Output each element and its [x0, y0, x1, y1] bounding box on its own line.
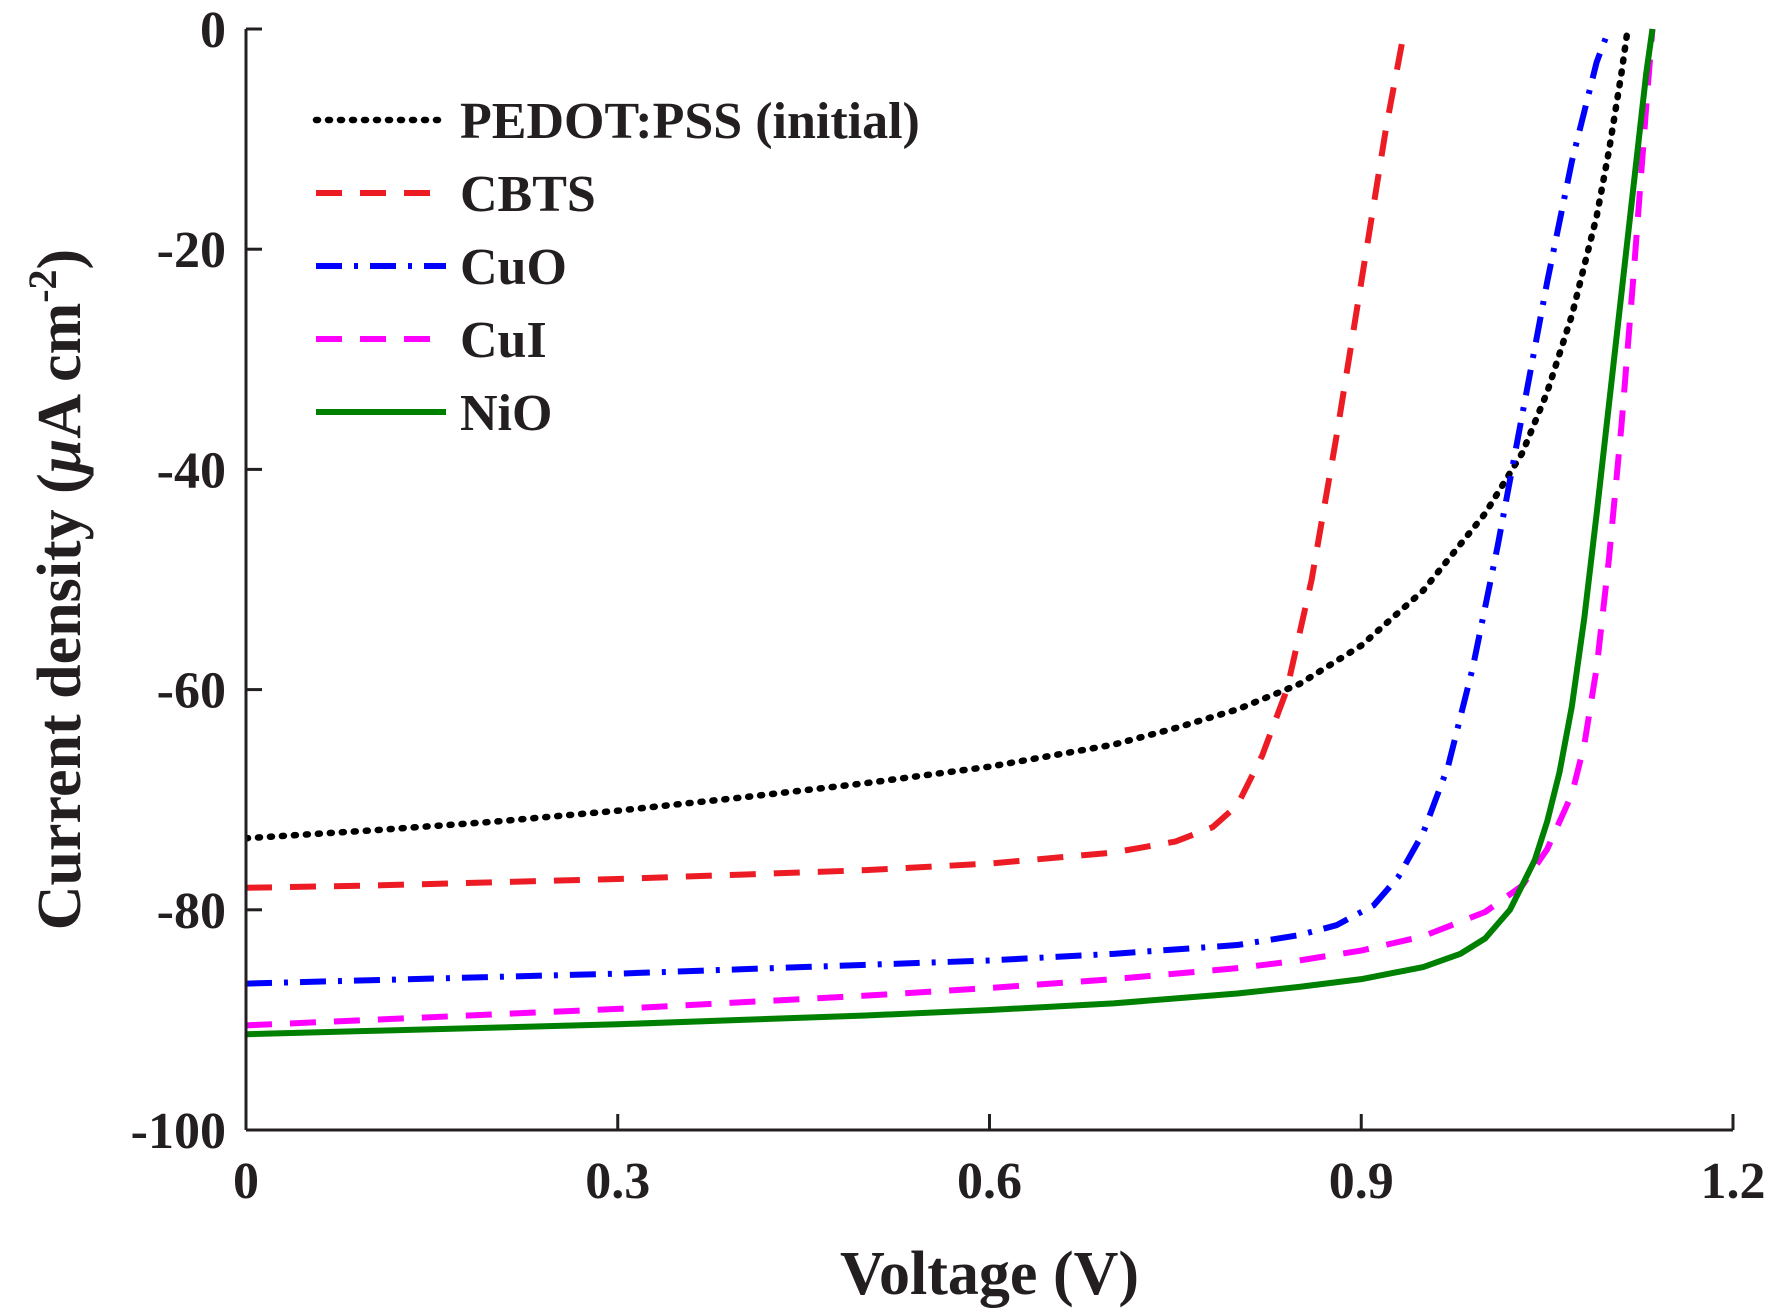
x-tick-label: 1.2	[1701, 1153, 1766, 1210]
y-tick-label: -100	[131, 1103, 226, 1160]
series-line-cbts	[246, 28, 1408, 891]
legend-label-nio: NiO	[460, 385, 552, 442]
y-tick-label: -20	[157, 222, 226, 279]
y-tick-label: -60	[157, 663, 226, 720]
y-axis-label-exponent: -2	[20, 269, 65, 302]
legend-label-cbts: CBTS	[460, 166, 596, 223]
x-tick-label: 0.3	[585, 1153, 650, 1210]
y-ticks: 0 -20 -40 -60 -80 -100	[131, 2, 262, 1160]
x-tick-label: 0.6	[957, 1153, 1022, 1210]
x-axis-label: Voltage (V)	[840, 1240, 1139, 1308]
legend-label-cuo: CuO	[460, 239, 567, 296]
y-axis-label-unit: A cm	[26, 303, 94, 439]
y-axis-label-prefix: Current density (	[26, 473, 94, 930]
x-ticks: 0 0.3 0.6 0.9 1.2	[233, 1114, 1766, 1210]
x-tick-label: 0	[233, 1153, 259, 1210]
y-axis-label-suffix: )	[26, 249, 94, 270]
legend: PEDOT:PSS (initial) CBTS CuO CuI NiO	[312, 93, 920, 442]
y-tick-label: 0	[200, 2, 226, 59]
legend-label-cui: CuI	[460, 312, 547, 369]
y-axis-label-mu: μ	[26, 439, 94, 476]
y-axis-label: Current density (μA cm-2)	[20, 249, 94, 930]
legend-label-pedot-pss-initial: PEDOT:PSS (initial)	[460, 93, 920, 150]
y-tick-label: -80	[157, 883, 226, 940]
x-tick-label: 0.9	[1329, 1153, 1394, 1210]
series-line-cuo	[246, 27, 1612, 987]
series-line-cui	[246, 28, 1656, 1029]
series-line-pedot-pss-initial	[246, 25, 1631, 842]
y-tick-label: -40	[157, 442, 226, 499]
series-line-nio	[246, 28, 1656, 1038]
plot-area	[246, 25, 1656, 1038]
